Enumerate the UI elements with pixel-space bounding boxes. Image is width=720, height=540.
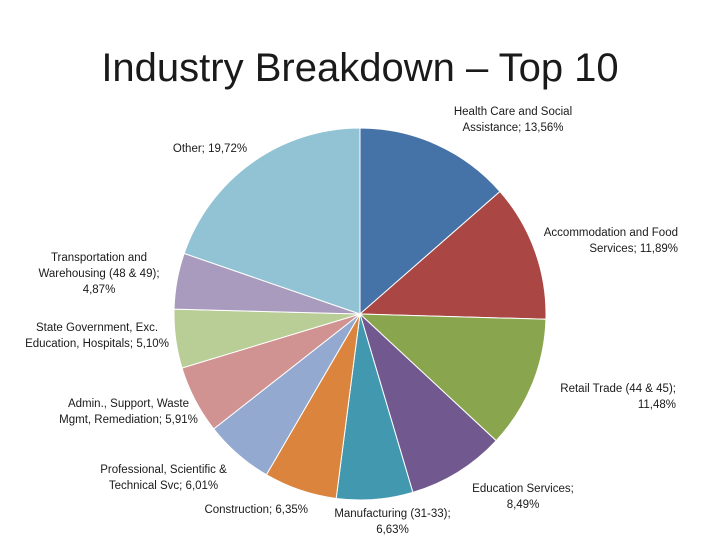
slice-label-1: Accommodation and Food Services; 11,89% bbox=[538, 225, 678, 257]
slice-label-separator: ; bbox=[201, 143, 209, 155]
slice-label-value: 11,48% bbox=[637, 399, 676, 411]
slice-label-10: Other; 19,72% bbox=[150, 141, 270, 157]
slice-label-name: State Government, Exc. Education, Hospit… bbox=[25, 322, 159, 350]
slice-label-value: 5,10% bbox=[136, 338, 169, 350]
slice-label-9: Transportation and Warehousing (48 & 49)… bbox=[24, 250, 174, 298]
slice-label-8: State Government, Exc. Education, Hospit… bbox=[22, 320, 172, 352]
slice-label-separator: ; bbox=[156, 268, 160, 280]
slice-label-6: Professional, Scientific & Technical Svc… bbox=[86, 462, 241, 494]
slice-label-4: Manufacturing (31-33); 6,63% bbox=[320, 506, 465, 538]
slice-label-separator: ; bbox=[447, 508, 451, 520]
chart-title: Industry Breakdown – Top 10 bbox=[101, 46, 619, 90]
slice-label-value: 4,87% bbox=[82, 284, 116, 296]
slice-label-value: 8,49% bbox=[506, 499, 540, 511]
slice-label-separator: ; bbox=[158, 414, 166, 426]
slice-label-name: Transportation and Warehousing (48 & 49) bbox=[38, 252, 157, 280]
slice-label-value: 6,63% bbox=[376, 524, 409, 536]
pie-slice-2 bbox=[358, 313, 547, 442]
slice-label-name: Accommodation and Food Services bbox=[543, 227, 678, 255]
slice-label-3: Education Services; 8,49% bbox=[458, 481, 588, 513]
slice-label-separator: ; bbox=[633, 243, 640, 255]
slice-label-value: 11,89% bbox=[639, 243, 678, 255]
slice-label-separator: ; bbox=[672, 383, 676, 395]
slice-label-name: Professional, Scientific & Technical Svc bbox=[100, 464, 227, 492]
slice-label-separator: ; bbox=[179, 480, 186, 492]
slice-label-value: 19,72% bbox=[208, 143, 248, 155]
pie-slices bbox=[173, 127, 547, 501]
pie-slice-0 bbox=[359, 127, 501, 316]
slice-label-separator: ; bbox=[269, 504, 276, 516]
slice-label-name: Retail Trade (44 & 45) bbox=[560, 383, 673, 395]
slice-label-name: Manufacturing (31-33) bbox=[334, 508, 448, 520]
slice-label-name: Education Services bbox=[472, 483, 571, 495]
slice-label-name: Construction bbox=[204, 504, 269, 516]
slice-label-value: 6,01% bbox=[185, 480, 219, 492]
slice-label-value: 6,35% bbox=[275, 504, 308, 516]
slice-label-0: Health Care and Social Assistance; 13,56… bbox=[428, 104, 598, 136]
slice-label-name: Admin., Support, Waste Mgmt, Remediation bbox=[59, 398, 189, 426]
slice-label-value: 5,91% bbox=[165, 414, 198, 426]
pie-slice-3 bbox=[359, 312, 497, 493]
slice-label-7: Admin., Support, Waste Mgmt, Remediation… bbox=[56, 396, 201, 428]
slice-label-separator: ; bbox=[570, 483, 574, 495]
pie-slice-1 bbox=[358, 190, 547, 320]
slice-label-5: Construction; 6,35% bbox=[178, 502, 308, 518]
slice-label-separator: ; bbox=[129, 338, 137, 350]
slice-label-name: Other bbox=[172, 143, 202, 155]
slice-label-2: Retail Trade (44 & 45); 11,48% bbox=[526, 381, 676, 413]
slice-label-name: Health Care and Social Assistance bbox=[453, 106, 573, 134]
pie-slice-10 bbox=[183, 127, 361, 315]
slice-label-separator: ; bbox=[518, 122, 525, 134]
slice-label-value: 13,56% bbox=[524, 122, 564, 134]
